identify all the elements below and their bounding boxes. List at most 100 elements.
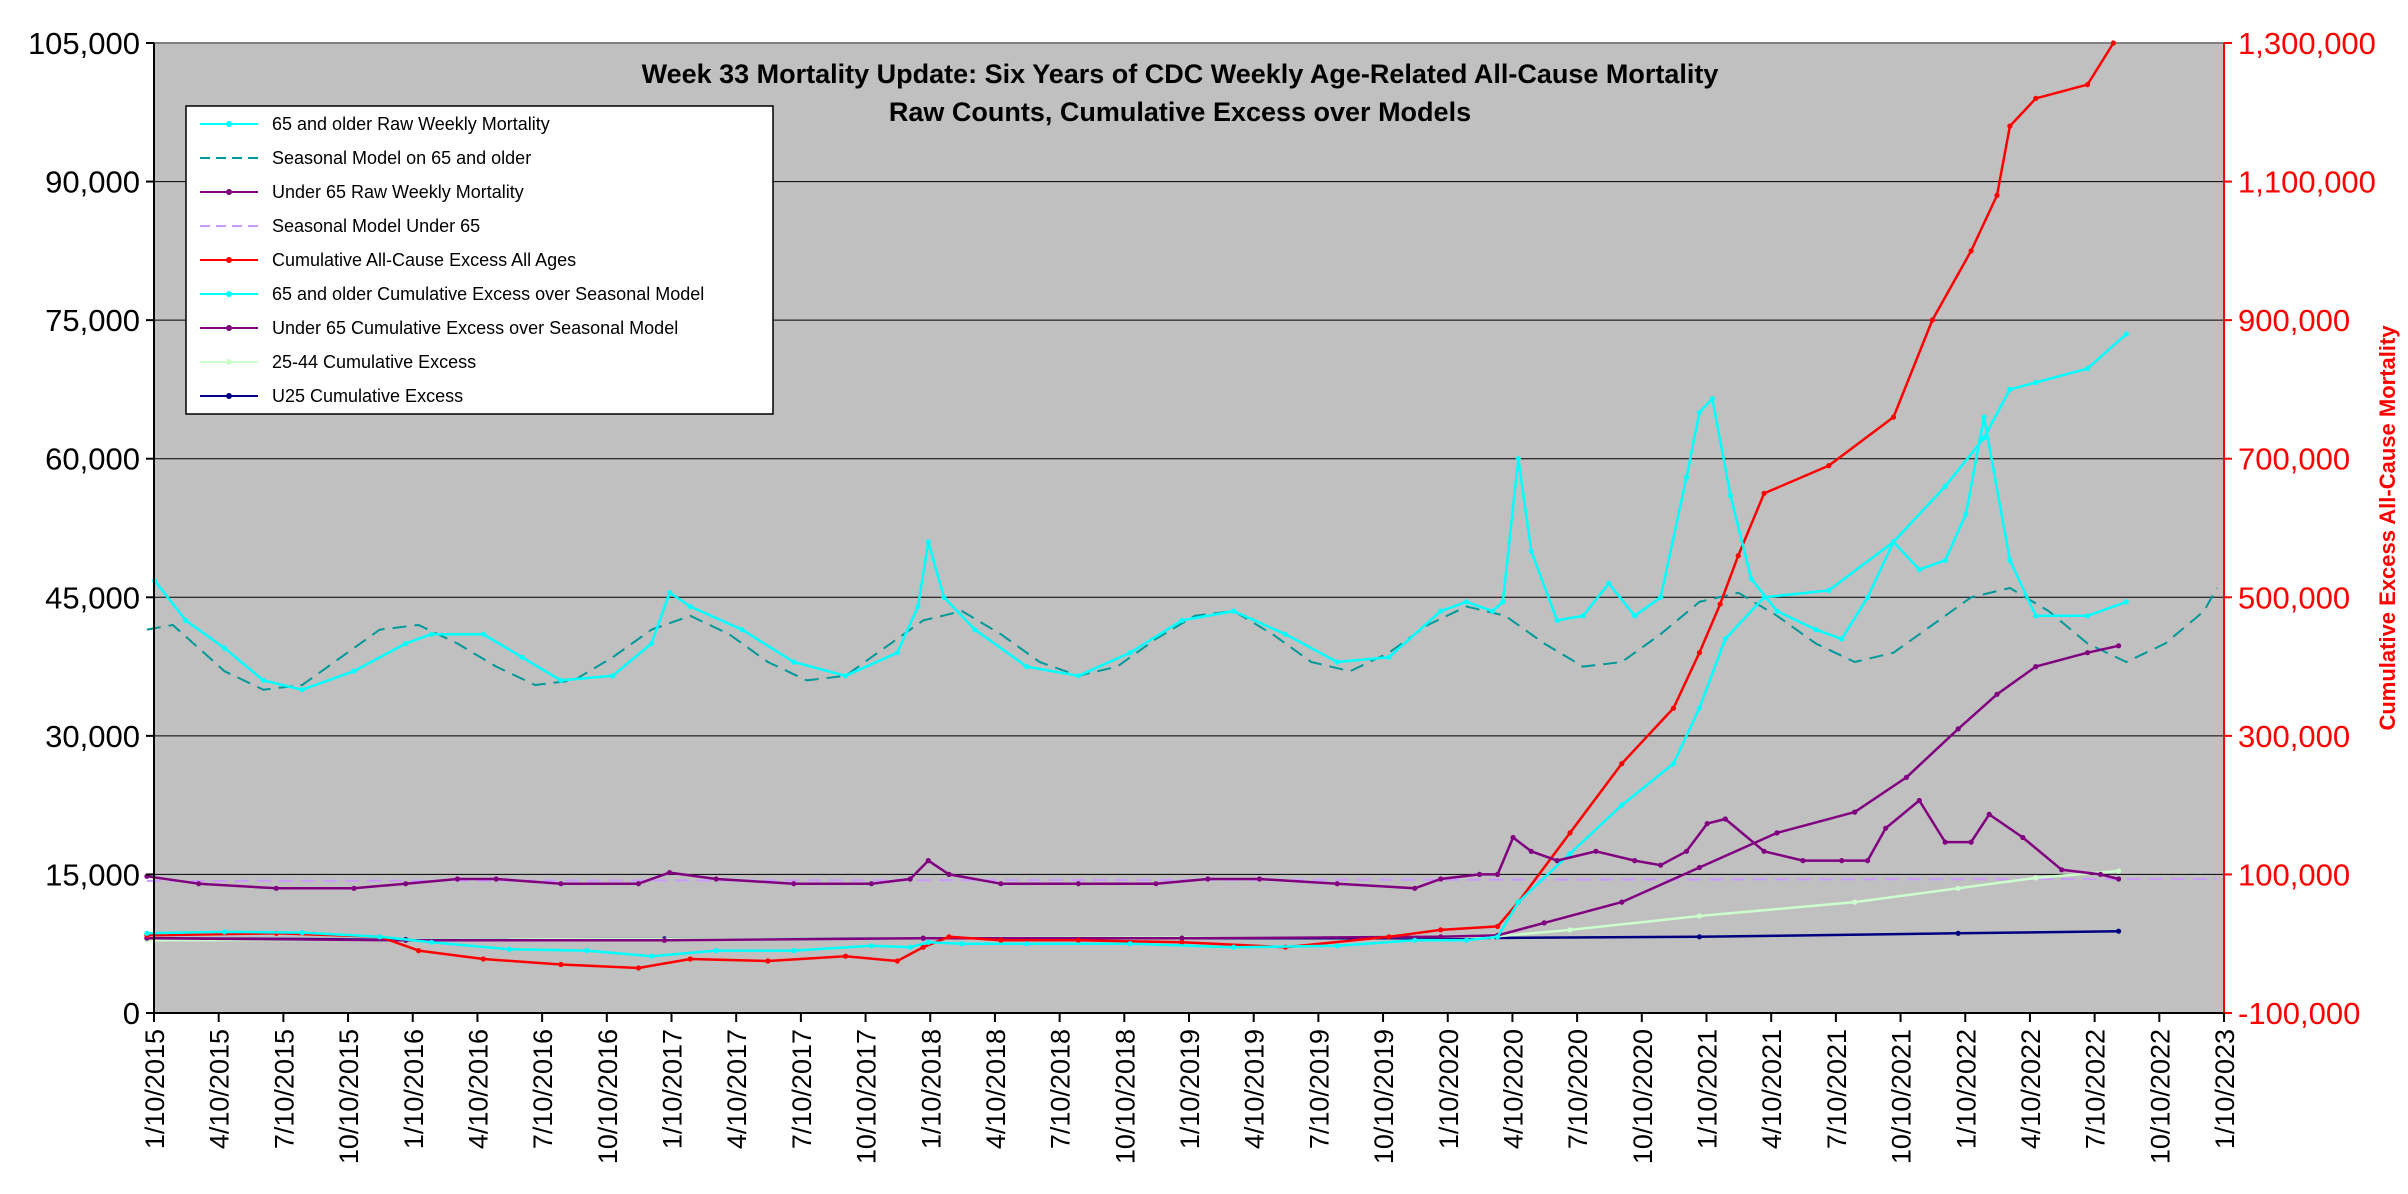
series-point [610, 673, 616, 679]
x-tick-label: 4/10/2015 [205, 1029, 235, 1149]
series-point [1722, 816, 1728, 822]
series-point [428, 939, 435, 945]
series-line [146, 878, 2217, 882]
series-point [1619, 761, 1625, 767]
series-point [1658, 862, 1664, 868]
series-point [2033, 379, 2039, 386]
series-point [1955, 726, 1961, 732]
series-point [920, 944, 926, 950]
series-point [667, 590, 673, 596]
series-point [1179, 617, 1185, 624]
series-point [1334, 881, 1340, 887]
series-point [1554, 858, 1560, 864]
x-tick-label: 7/10/2020 [1563, 1029, 1593, 1149]
series-point [1986, 811, 1992, 818]
series-point [1386, 934, 1392, 940]
x-tick-label: 7/10/2019 [1304, 1029, 1334, 1149]
series-point [1658, 594, 1664, 600]
series-point [2059, 867, 2065, 873]
series-point [2033, 875, 2039, 881]
series-point [907, 876, 913, 882]
right-tick-label: 500,000 [2238, 580, 2350, 615]
series-point [1994, 192, 2000, 198]
series-point [894, 650, 900, 656]
series-point [480, 631, 486, 637]
series-point [907, 944, 913, 950]
series-point [1839, 858, 1845, 864]
series-point [2116, 868, 2122, 874]
series-point [1606, 580, 1612, 587]
series-point [1593, 848, 1599, 854]
series-point [941, 594, 947, 600]
series-point [2116, 876, 2122, 882]
series-point [273, 885, 279, 891]
series-point [2084, 650, 2091, 656]
series-point [791, 881, 797, 887]
series-point [1670, 761, 1677, 767]
series-point [558, 881, 564, 887]
left-tick-label: 0 [123, 996, 140, 1031]
legend-label: 65 and older Cumulative Excess over Seas… [272, 284, 704, 304]
right-tick-label: 1,100,000 [2238, 165, 2376, 200]
left-tick-label: 90,000 [45, 165, 140, 200]
series-point [1567, 830, 1573, 836]
series-point [2116, 928, 2122, 934]
series-point [915, 603, 921, 610]
x-tick-label: 4/10/2020 [1498, 1029, 1528, 1149]
legend-box [185, 105, 774, 415]
series-point [1231, 608, 1237, 614]
left-axis-ticks: 0 15,000 30,000 45,000 60,000 75,000 90,000 105… [28, 26, 154, 1031]
series-point [1495, 871, 1501, 878]
legend-label: 25-44 Cumulative Excess [272, 352, 476, 372]
series-point [1981, 435, 1987, 441]
series-point [1852, 899, 1858, 905]
series-point [1438, 876, 1444, 882]
series-point [1632, 858, 1638, 864]
series-line [146, 644, 2119, 942]
series-point [1670, 705, 1677, 711]
series-point [2007, 386, 2013, 392]
x-tick-label: 10/10/2017 [852, 1029, 882, 1164]
series-point [2084, 82, 2091, 88]
left-tick-label: 30,000 [45, 719, 140, 754]
series-point [1903, 774, 1909, 781]
series-point [1334, 943, 1340, 949]
series-point [1955, 885, 1961, 891]
series-point [403, 881, 409, 887]
series-point [1929, 317, 1935, 323]
series-point [713, 948, 719, 954]
series-point [2084, 613, 2091, 619]
x-tick-label: 1/10/2023 [2210, 1029, 2240, 1149]
legend: 65 and older Raw Weekly Mortality Seasona… [185, 105, 774, 415]
series-point [2033, 95, 2039, 101]
series-point [1709, 396, 1715, 402]
series-point [1890, 414, 1897, 420]
series-point [1024, 664, 1030, 670]
series-point [558, 961, 564, 968]
series-point [1696, 864, 1702, 871]
series-point [868, 943, 875, 949]
series-point [1386, 654, 1392, 660]
x-tick-label: 10/10/2019 [1369, 1029, 1399, 1164]
x-tick-label: 1/10/2019 [1175, 1029, 1205, 1149]
x-tick-label: 10/10/2022 [2145, 1029, 2175, 1164]
left-tick-label: 75,000 [45, 303, 140, 338]
x-tick-label: 7/10/2021 [1822, 1029, 1852, 1149]
x-tick-label: 1/10/2018 [916, 1029, 946, 1149]
series-point [1567, 927, 1573, 933]
legend-marker [226, 291, 232, 297]
series-point [946, 934, 952, 940]
series-point [925, 939, 931, 945]
series-point [1500, 599, 1506, 605]
series-point [661, 937, 668, 943]
series-point [2123, 599, 2129, 605]
series-point [2116, 643, 2122, 649]
series-point [1476, 871, 1483, 878]
series-point [480, 956, 486, 962]
series-point [1883, 825, 1889, 831]
x-tick-label: 10/10/2016 [593, 1029, 623, 1164]
legend-label: Seasonal Model on 65 and older [272, 148, 531, 168]
series-point [925, 858, 931, 864]
series-point [1696, 913, 1702, 919]
series-point [1735, 553, 1741, 559]
